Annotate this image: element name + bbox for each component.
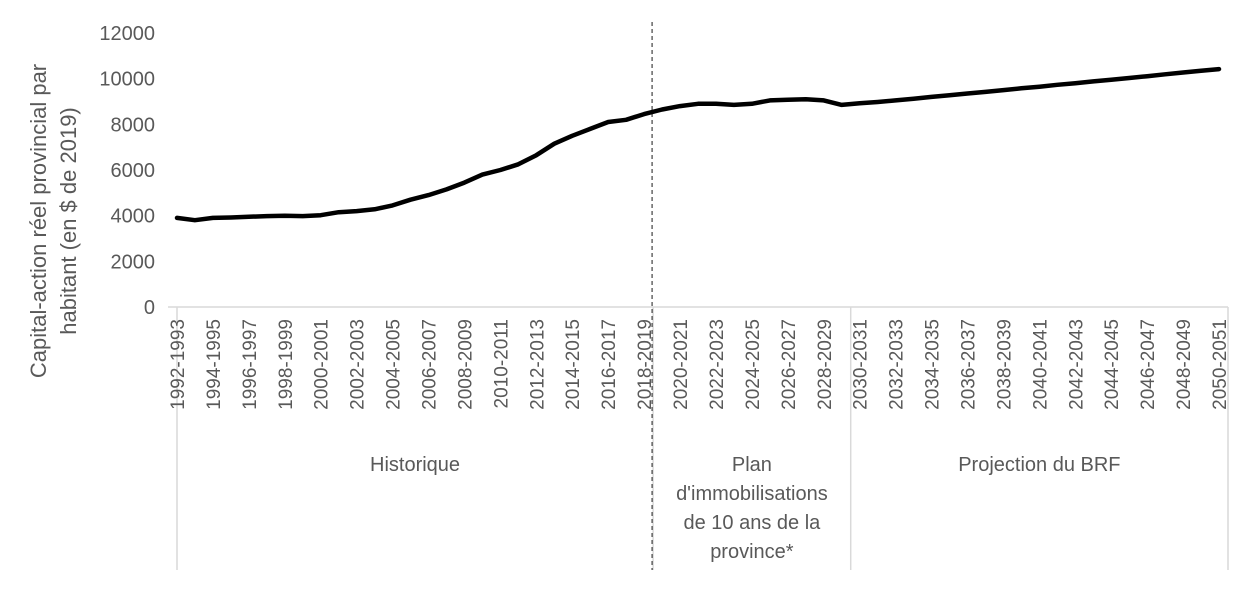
group-label: province* [710,541,794,563]
x-tick-label: 2034-2035 [923,319,944,410]
x-tick-label: 2038-2039 [994,319,1015,410]
x-tick-label: 2008-2009 [455,319,476,410]
x-axis-ticks: 1992-1993 1994-1995 1996-1997 1998-1999 2000… [168,319,1231,410]
x-tick-label: 2032-2033 [887,319,908,410]
x-tick-label: 2014-2015 [563,319,584,410]
y-tick-label: 10000 [99,69,155,91]
y-tick-label: 0 [144,297,155,319]
group-label: de 10 ans de la [684,512,822,534]
x-tick-label: 2006-2007 [420,319,441,410]
plot-area [174,22,1222,570]
x-tick-label: 2036-2037 [958,319,979,410]
x-tick-label: 2010-2011 [491,319,512,408]
group-label: Historique [370,454,460,476]
y-tick-label: 4000 [111,206,156,228]
x-tick-label: 2042-2043 [1066,319,1087,410]
x-tick-label: 2044-2045 [1102,319,1123,410]
group-label: Plan [732,454,772,476]
x-tick-label: 2016-2017 [599,319,620,410]
y-tick-label: 12000 [99,23,155,45]
x-tick-label: 2004-2005 [384,319,405,410]
x-tick-label: 1994-1995 [204,319,225,410]
x-tick-label: 2018-2019 [635,319,656,410]
group-label: d'immobilisations [676,483,828,505]
y-axis-ticks: 0 2000 4000 6000 8000 10000 12000 [99,23,155,319]
group-label: Projection du BRF [958,454,1120,476]
x-tick-label: 2020-2021 [671,319,692,410]
x-tick-label: 2000-2001 [312,319,333,410]
y-tick-label: 6000 [111,160,156,182]
x-tick-label: 2040-2041 [1030,319,1051,410]
x-tick-label: 2024-2025 [743,319,764,410]
x-tick-label: 2030-2031 [851,319,872,410]
x-axis-groups: Historique Plan d'immobilisations de 10 ans… [370,307,1121,570]
x-axis-frame [168,306,1229,570]
y-axis-title-line-1: Capital-action réel provincial par [26,64,51,378]
y-tick-label: 8000 [111,114,156,136]
y-tick-label: 2000 [111,251,156,273]
x-tick-label: 1992-1993 [168,319,189,410]
x-tick-label: 2046-2047 [1138,319,1159,410]
x-tick-label: 2002-2003 [348,319,369,410]
x-tick-label: 2012-2013 [527,319,548,410]
x-tick-label: 2050-2051 [1210,319,1231,410]
x-tick-label: 2028-2029 [815,319,836,410]
y-axis-title: Capital-action réel provincial par habit… [26,64,81,378]
series-line [174,66,1222,223]
x-tick-label: 2022-2023 [707,319,728,410]
x-tick-label: 1996-1997 [240,319,261,410]
y-axis-title-line-2: habitant (en $ de 2019) [56,107,81,335]
x-tick-label: 1998-1999 [276,319,297,410]
x-tick-label: 2026-2027 [779,319,800,410]
x-tick-label: 2048-2049 [1174,319,1195,410]
